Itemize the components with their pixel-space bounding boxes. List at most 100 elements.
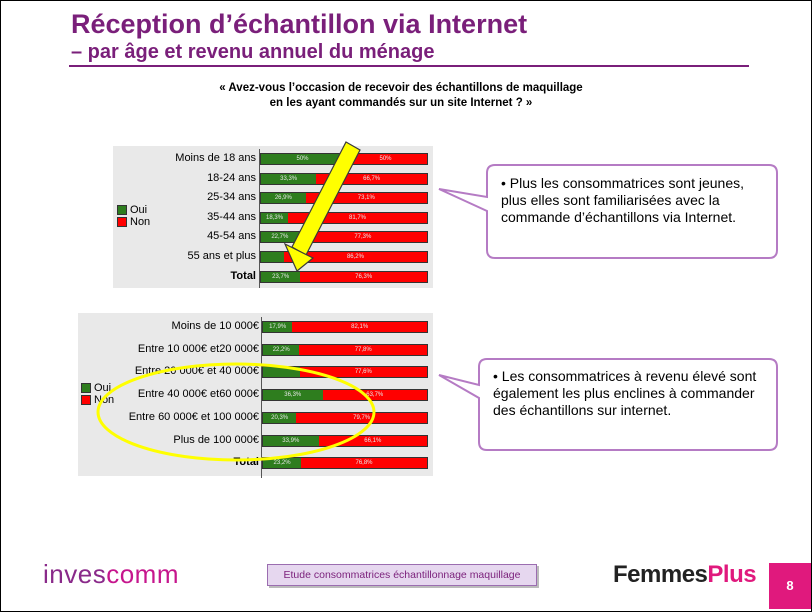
chart1-axis [259,149,260,289]
chart2-data-label: 82,1% [351,324,369,330]
chart2-bar: 17,9% 82,1% [262,321,428,333]
chart1-data-label: 26,9% [274,195,292,202]
chart2-segment-non: 77,6% [299,367,427,378]
chart2-segment-oui: 33,9% [263,435,319,446]
legend-non-swatch-2 [81,395,91,406]
chart1-segment-oui [261,252,284,262]
legend-oui-swatch [117,205,127,216]
chart2-segment-oui: 17,9% [263,322,293,332]
chart1-segment-non: 66,7% [316,173,427,184]
chart1-data-label: 18,3% [266,214,284,221]
chart1-category-label: 45-54 ans [207,230,256,243]
chart1-segment-non: 50% [344,154,427,164]
chart1-category-label: 55 ans et plus [187,250,257,262]
invescomm-logo: invescomm [43,559,179,590]
chart2-segment-oui: 22,2% [263,344,300,355]
chart1-data-label: 50% [296,156,309,162]
femmesplus-logo-b: Plus [707,561,757,588]
age-chart-legend: Oui Non [117,204,150,228]
chart1-segment-oui: 22,7% [261,232,299,243]
chart1-category-label: 25-34 ans [207,191,256,204]
survey-question: « Avez-vous l’occasion de recevoir des é… [121,81,681,111]
chart2-category-label: Moins de 10 000€ [171,320,259,332]
chart2-bar: 22,2% 77,8% [262,343,428,356]
chart1-data-label: 81,7% [349,214,367,221]
chart1-data-label: 76,3% [355,273,373,280]
legend-non-label: Non [130,216,151,228]
callout-1-text: • Plus les consommatrices sont jeunes, p… [501,175,745,225]
chart2-data-label: 22,2% [272,346,290,353]
chart2-segment-non: 66,1% [318,435,427,446]
chart1-segment-non: 76,3% [300,271,427,282]
chart2-category-label: Plus de 100 000€ [173,433,259,446]
chart1-category-label: 18-24 ans [207,171,256,184]
chart1-segment-oui: 33,3% [261,173,317,184]
chart1-segment-non: 77,3% [298,232,427,243]
chart2-category-label: Entre 10 000€ et20 000€ [137,342,259,355]
chart1-data-label: 23,7% [272,273,290,280]
chart1-bar: 23,7% 76,3% [260,270,428,283]
chart2-segment-oui [263,367,300,378]
chart2-category-label: Entre 20 000€ et 40 000€ [134,365,259,378]
chart1-data-label: 66,7% [363,175,381,182]
chart2-segment-oui: 20,3% [263,412,297,423]
callout-2-text: • Les consommatrices à revenu élevé sont… [493,368,757,418]
study-label: Etude consommatrices échantillonnage maq… [267,564,537,586]
highlight-arrow [283,141,361,272]
chart1-data-label: 22,7% [271,234,289,241]
chart2-data-label: 63,7% [366,392,384,399]
chart2-bar: 77,6% [262,366,428,379]
chart1-bar: 22,7% 77,3% [260,231,428,244]
legend-non-swatch [117,217,127,228]
femmesplus-logo-a: Femmes [613,561,708,588]
chart2-bar: 36,3% 63,7% [262,389,428,402]
chart2-segment-non: 76,8% [301,458,427,469]
legend-non: Non [117,216,150,228]
invescomm-logo-b: comm [106,559,179,589]
chart2-data-label: 36,3% [284,392,302,399]
chart2-segment-oui: 36,3% [263,390,323,401]
question-line-1: « Avez-vous l’occasion de recevoir des é… [219,82,583,94]
question-line-2: en les ayant commandés sur un site Inter… [269,97,533,109]
callout-1-shape [438,164,778,259]
chart2-data-label: 66,1% [364,437,382,444]
chart2-data-label: 77,6% [354,369,372,376]
chart2-segment-non: 77,8% [299,344,427,355]
chart2-data-label: 77,8% [354,346,372,353]
chart1-bar: 26,9% 73,1% [260,192,428,205]
page-title: Réception d’échantillon via Internet [71,9,528,39]
chart2-data-label: 33,9% [282,437,300,444]
chart1-segment-non: 81,7% [288,212,427,223]
chart2-category-label: Entre 40 000€ et60 000€ [137,388,259,401]
chart2-data-label: 23,2% [273,460,291,467]
chart2-category-label: Entre 60 000€ et 100 000€ [128,410,259,423]
chart1-bar: 18,3% 81,7% [260,211,428,224]
chart1-segment-oui: 50% [261,154,344,164]
chart1-category-label: 35-44 ans [207,210,256,223]
chart1-bar: 86,2% [260,251,428,263]
callout-2-shape [438,358,778,451]
femmesplus-logo: FemmesPlus [613,561,757,589]
chart1-segment-oui: 18,3% [261,212,289,223]
chart1-category-label: Total [230,269,256,282]
chart2-segment-non: 82,1% [292,322,427,332]
page-number: 8 [769,563,811,609]
title-divider [69,65,749,67]
chart2-data-label: 20,3% [271,414,289,421]
chart2-segment-non: 63,7% [322,390,427,401]
chart1-data-label: 33,3% [280,175,298,182]
chart2-bar: 33,9% 66,1% [262,434,428,447]
chart1-data-label: 73,1% [357,195,375,202]
chart2-data-label: 79,7% [353,414,371,421]
legend-oui-label: Oui [130,204,148,216]
chart1-segment-oui: 26,9% [261,193,306,204]
chart2-data-label: 17,9% [269,324,287,330]
legend-oui-swatch-2 [81,383,91,394]
chart1-segment-non: 73,1% [305,193,427,204]
chart2-bar: 20,3% 79,7% [262,411,428,424]
chart2-segment-non: 79,7% [296,412,427,423]
highlight-ellipse [96,362,376,462]
chart1-category-label: Moins de 18 ans [175,152,256,164]
